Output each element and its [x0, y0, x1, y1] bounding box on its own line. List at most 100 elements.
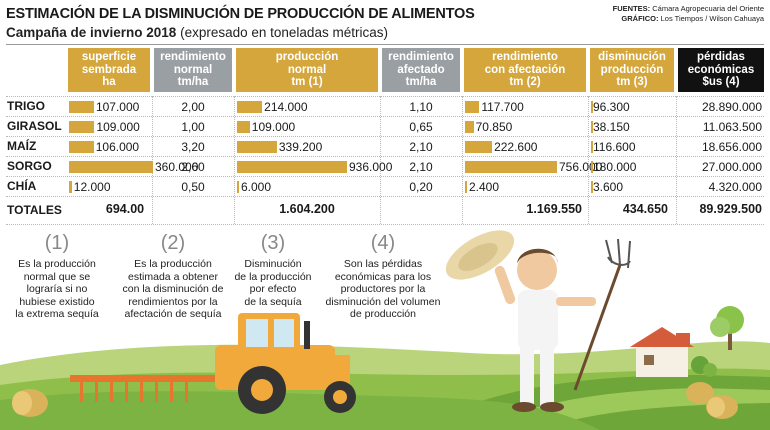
value-rend_normal: 1,00	[181, 120, 205, 134]
row-divider	[6, 156, 764, 157]
column-header-text: pérdidas económicas $us (4)	[688, 51, 754, 89]
column-header-text: rendimiento afectado tm/ha	[388, 51, 454, 89]
value-disminucion: 3.600	[593, 180, 624, 194]
bar-rend_afectacion	[465, 121, 474, 133]
footnote-line: hubiese existido	[19, 295, 95, 308]
row-label-chía: CHÍA	[7, 179, 37, 193]
column-header-rend_afectacion: rendimiento con afectación tm (2)	[464, 48, 586, 92]
column-separator	[234, 96, 235, 224]
bush-icon	[691, 356, 717, 377]
footnote-number: (2)	[160, 232, 186, 254]
source-credits: FUENTES: Cámara Agropecuaria del Oriente…	[613, 4, 764, 24]
footnote-number: (3)	[260, 232, 286, 254]
column-header-rend_afectado: rendimiento afectado tm/ha	[382, 48, 460, 92]
footnote-line: estimada a obtener	[128, 270, 218, 283]
barn-icon	[630, 327, 694, 377]
bar-disminucion	[591, 161, 593, 173]
total-rend_afectacion: 1.169.550	[526, 202, 582, 216]
column-header-text: superficie sembrada ha	[82, 51, 136, 89]
column-header-line: tm (3)	[616, 76, 648, 89]
footnote-text: Es la producción normal que se lograría si…	[0, 258, 122, 321]
footnote-text: Son las pérdidas económicas para los produ…	[318, 258, 448, 321]
footnote-line: disminución del volumen	[325, 295, 441, 308]
bar-produccion	[237, 141, 277, 153]
graphic-value: Los Tiempos / Wilson Cahuaya	[660, 14, 764, 23]
value-superficie: 106.000	[95, 140, 140, 154]
column-header-line: producción	[600, 63, 664, 76]
bar-rend_afectacion	[465, 141, 493, 153]
column-header-rend_normal: rendimiento normal tm/ha	[154, 48, 232, 92]
totals-label: TOTALES	[7, 203, 62, 217]
value-rend_afectacion: 70.850	[475, 120, 513, 134]
value-superficie: 12.000	[73, 180, 111, 194]
footnote-line: Disminución	[244, 258, 302, 270]
bar-rend_afectacion	[465, 101, 480, 113]
column-header-line: tm (2)	[509, 76, 541, 89]
column-header-line: superficie	[81, 51, 137, 64]
value-superficie: 360.000	[155, 160, 199, 174]
footnote-number: (1)	[44, 232, 70, 254]
value-perdidas: 28.890.000	[701, 100, 762, 114]
hay-bale-right-icon	[686, 382, 738, 419]
value-perdidas: 11.063.500	[702, 120, 762, 134]
column-separator	[380, 96, 381, 224]
column-header-text: rendimiento con afectación tm (2)	[485, 51, 566, 89]
subtitle-rest: (expresado en toneladas métricas)	[180, 25, 388, 40]
column-header-superficie: superficie sembrada ha	[68, 48, 150, 92]
value-rend_afectacion: 117.700	[481, 100, 524, 114]
column-header-line: ha	[102, 76, 116, 89]
footnote-line: normal que se	[23, 270, 91, 283]
value-rend_afectado: 1,10	[409, 100, 433, 114]
column-separator	[462, 96, 463, 224]
value-rend_afectado: 0,20	[409, 180, 433, 194]
value-rend_afectado: 2,10	[409, 140, 433, 154]
bar-produccion	[237, 161, 347, 173]
farmer-icon	[445, 230, 596, 412]
value-superficie: 109.000	[96, 120, 140, 134]
bar-superficie	[69, 161, 153, 173]
footnote-line: Es la producción	[18, 258, 96, 270]
footnote-line: de la sequía	[244, 295, 302, 308]
column-header-text: disminución producción tm (3)	[598, 51, 666, 89]
value-rend_afectado: 2,10	[409, 160, 433, 174]
value-perdidas: 18.656.000	[701, 140, 762, 154]
footnote-line: con la disminución de	[122, 283, 224, 295]
column-separator	[676, 96, 677, 224]
column-header-line: rendimiento	[388, 51, 454, 64]
footnote-line: rendimientos por la	[128, 295, 218, 308]
column-header-line: rendimiento	[160, 51, 226, 64]
column-header-line: normal	[173, 63, 213, 76]
row-label-maíz: MAÍZ	[7, 139, 37, 153]
farm-illustration	[0, 225, 770, 430]
value-produccion: 6.000	[241, 180, 272, 194]
graphic-label: GRÁFICO:	[621, 14, 659, 23]
row-divider	[6, 136, 764, 137]
source-value: Cámara Agropecuaria del Oriente	[652, 4, 764, 13]
bar-rend_afectacion	[465, 181, 467, 193]
title-rule	[6, 44, 764, 45]
column-header-line: pérdidas	[697, 51, 745, 64]
value-rend_afectacion: 222.600	[494, 140, 538, 154]
page-title: ESTIMACIÓN DE LA DISMINUCIÓN DE PRODUCCI…	[6, 6, 475, 22]
row-divider	[6, 196, 764, 197]
column-header-line: tm/ha	[405, 76, 437, 89]
value-produccion: 214.000	[264, 100, 308, 114]
tractor-icon	[70, 313, 356, 414]
footnote-line: de producción	[350, 308, 416, 320]
subtitle: Campaña de invierno 2018 (expresado en t…	[6, 25, 388, 40]
row-divider	[6, 96, 764, 97]
bar-produccion	[237, 101, 263, 113]
source-label: FUENTES:	[612, 4, 651, 13]
column-header-line: $us (4)	[702, 76, 740, 89]
hill-front	[0, 391, 600, 430]
row-divider	[6, 116, 764, 117]
bar-disminucion	[591, 181, 593, 193]
value-disminucion: 116.600	[593, 140, 636, 154]
bar-superficie	[69, 121, 95, 133]
tree-icon	[710, 306, 744, 350]
column-separator	[152, 96, 153, 224]
column-header-line: afectado	[397, 63, 445, 76]
column-header-line: con afectación	[484, 63, 566, 76]
footnote-line: lograría si no	[26, 283, 88, 295]
column-header-perdidas: pérdidas económicas $us (4)	[678, 48, 764, 92]
